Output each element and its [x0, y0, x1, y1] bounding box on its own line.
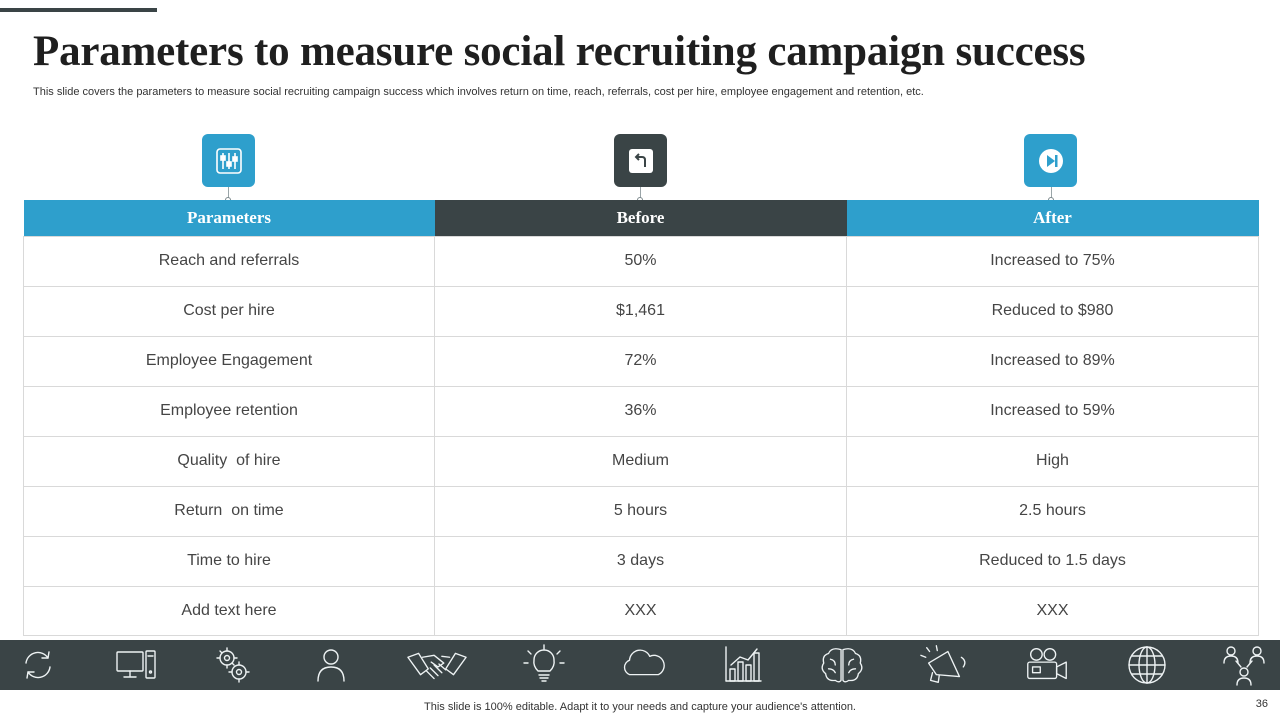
play-next-icon: [1024, 134, 1077, 187]
video-camera-icon: [1021, 642, 1073, 688]
before-cell: 50%: [434, 235, 847, 287]
parameter-cell: Reach and referrals: [23, 235, 435, 287]
after-cell[interactable]: XXX: [846, 585, 1259, 636]
header-parameters: Parameters: [23, 200, 435, 236]
table-row: Cost per hire $1,461 Reduced to $980: [23, 285, 1259, 337]
parameter-cell: Return on time: [23, 485, 435, 537]
megaphone-icon: [918, 642, 972, 688]
refresh-icon: [14, 642, 62, 688]
table-row: Return on time 5 hours 2.5 hours: [23, 485, 1259, 537]
table-header-row: Parameters Before After: [23, 200, 1259, 236]
table-row: Employee Engagement 72% Increased to 89%: [23, 335, 1259, 387]
slide-subtitle: This slide covers the parameters to meas…: [33, 86, 924, 98]
parameters-table: Parameters Before After Reach and referr…: [23, 200, 1259, 636]
table-row: Time to hire 3 days Reduced to 1.5 days: [23, 535, 1259, 587]
connector-line: [1051, 187, 1052, 200]
icon-band: [0, 640, 1280, 690]
before-cell: 36%: [434, 385, 847, 437]
table-row: Reach and referrals 50% Increased to 75%: [23, 235, 1259, 287]
top-accent-bar: [0, 8, 157, 12]
after-cell: 2.5 hours: [846, 485, 1259, 537]
before-cell: 3 days: [434, 535, 847, 587]
after-cell: Reduced to 1.5 days: [846, 535, 1259, 587]
parameter-cell: Employee Engagement: [23, 335, 435, 387]
cloud-icon: [617, 642, 669, 688]
team-network-icon: [1220, 642, 1268, 688]
computer-icon: [112, 642, 160, 688]
after-cell: High: [846, 435, 1259, 487]
parameter-cell: Time to hire: [23, 535, 435, 587]
undo-arrow-icon: [614, 134, 667, 187]
user-icon: [307, 642, 355, 688]
page-number: 36: [1255, 698, 1268, 710]
after-cell: Increased to 89%: [846, 335, 1259, 387]
connector-line: [228, 187, 229, 200]
table-row: Employee retention 36% Increased to 59%: [23, 385, 1259, 437]
header-after: After: [846, 200, 1259, 236]
header-before: Before: [434, 200, 847, 236]
after-cell: Increased to 75%: [846, 235, 1259, 287]
before-cell: 72%: [434, 335, 847, 387]
parameter-cell: Employee retention: [23, 385, 435, 437]
before-cell[interactable]: XXX: [434, 585, 847, 636]
handshake-icon: [404, 642, 470, 688]
parameter-cell: Quality of hire: [23, 435, 435, 487]
after-cell: Reduced to $980: [846, 285, 1259, 337]
parameter-cell[interactable]: Add text here: [23, 585, 435, 636]
brain-icon: [816, 642, 868, 688]
bar-chart-icon: [719, 642, 767, 688]
connector-line: [640, 187, 641, 200]
globe-icon: [1123, 642, 1171, 688]
table-row: Quality of hire Medium High: [23, 435, 1259, 487]
table-row: Add text here XXX XXX: [23, 585, 1259, 636]
before-cell: $1,461: [434, 285, 847, 337]
parameter-cell: Cost per hire: [23, 285, 435, 337]
before-cell: Medium: [434, 435, 847, 487]
after-cell: Increased to 59%: [846, 385, 1259, 437]
before-cell: 5 hours: [434, 485, 847, 537]
slide-title: Parameters to measure social recruiting …: [33, 28, 1086, 75]
gears-icon: [209, 642, 257, 688]
footer-note: This slide is 100% editable. Adapt it to…: [424, 701, 856, 713]
sliders-icon: [202, 134, 255, 187]
lightbulb-icon: [520, 642, 568, 688]
